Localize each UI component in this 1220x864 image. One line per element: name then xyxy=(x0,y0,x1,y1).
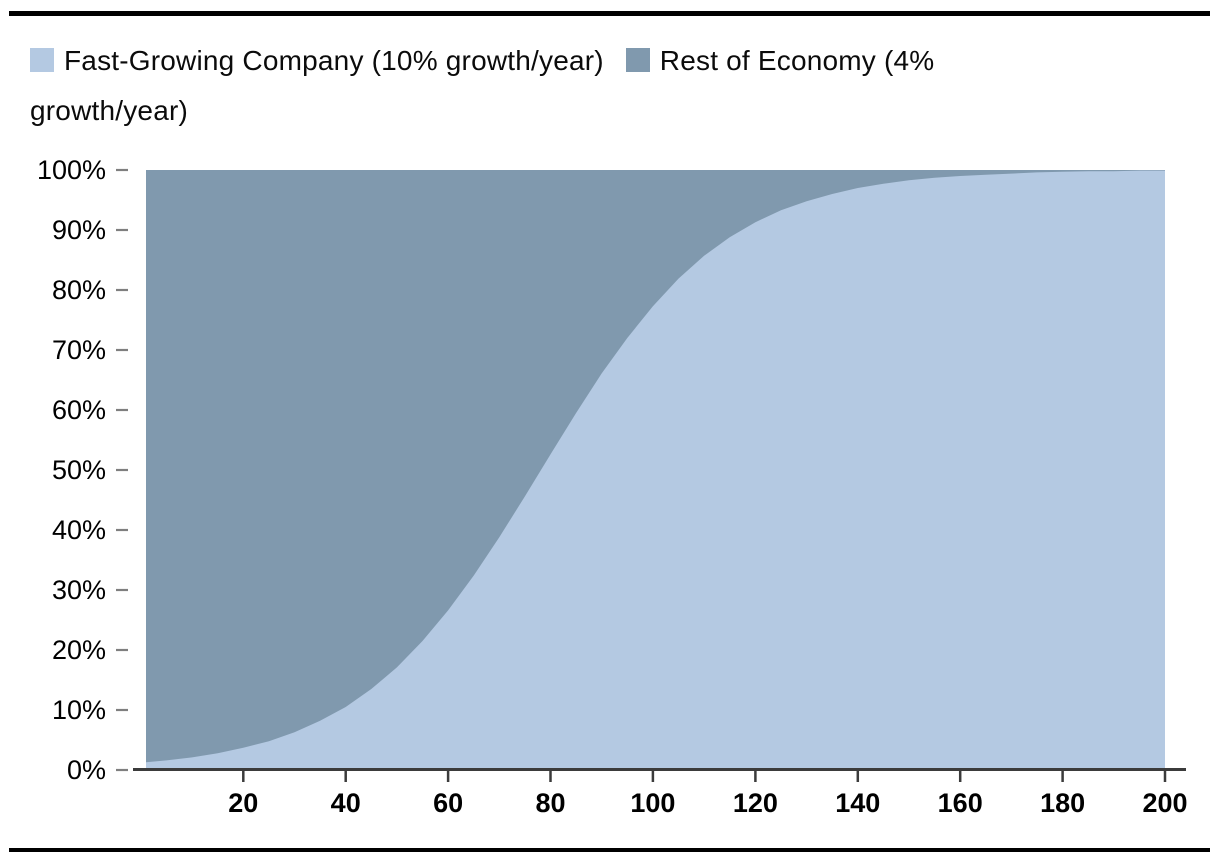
x-tick-label: 40 xyxy=(331,788,361,818)
x-tick-label: 140 xyxy=(835,788,880,818)
y-tick-label: 60% xyxy=(52,395,106,425)
area-fast-growing-company xyxy=(146,170,1165,771)
x-tick-label: 60 xyxy=(433,788,463,818)
y-tick-label: 50% xyxy=(52,455,106,485)
x-tick-label: 20 xyxy=(228,788,258,818)
x-tick-label: 180 xyxy=(1040,788,1085,818)
legend-swatch-rest-of-economy xyxy=(625,48,650,72)
bottom-divider xyxy=(9,848,1210,852)
x-tick-label: 200 xyxy=(1142,788,1187,818)
y-tick-label: 100% xyxy=(37,155,106,185)
x-tick-label: 120 xyxy=(733,788,778,818)
chart-legend: Fast-Growing Company (10% growth/year) Re… xyxy=(30,36,1010,136)
y-tick-label: 10% xyxy=(52,695,106,725)
y-tick-label: 20% xyxy=(52,635,106,665)
x-tick-label: 160 xyxy=(938,788,983,818)
y-tick-label: 30% xyxy=(52,575,106,605)
x-axis-line xyxy=(133,768,1186,771)
y-tick-label: 90% xyxy=(52,215,106,245)
legend-label-fast-growing-company: Fast-Growing Company (10% growth/year) xyxy=(64,45,604,76)
y-tick-label: 40% xyxy=(52,515,106,545)
y-tick-label: 80% xyxy=(52,275,106,305)
y-tick-label: 70% xyxy=(52,335,106,365)
legend-swatch-fast-growing-company xyxy=(30,48,54,72)
legend-item-rest-of-economy: Rest of Economy (4% growth/year) xyxy=(30,45,934,126)
x-tick-label: 100 xyxy=(630,788,675,818)
legend-label-rest-of-economy: Rest of Economy (4% growth/year) xyxy=(30,45,935,126)
top-divider xyxy=(9,11,1210,16)
x-tick-label: 80 xyxy=(535,788,565,818)
y-tick-label: 0% xyxy=(67,755,106,785)
legend-item-fast-growing-company: Fast-Growing Company (10% growth/year) xyxy=(30,45,604,76)
